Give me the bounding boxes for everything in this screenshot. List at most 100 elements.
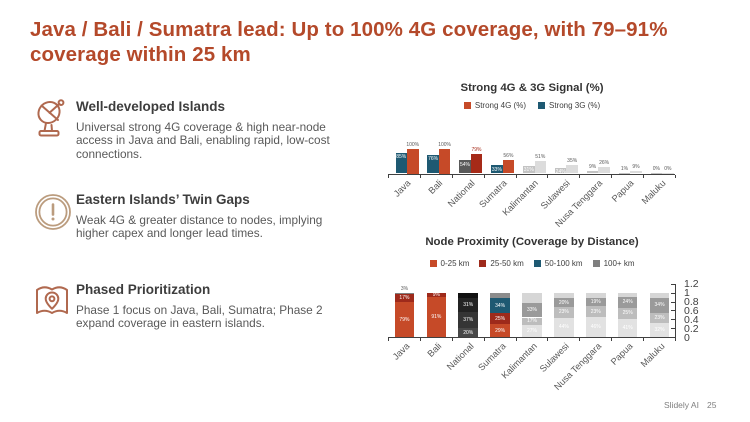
bar-value-label: 23%	[654, 314, 665, 321]
stack-segment-0-25-km	[586, 316, 606, 337]
bar-value-label: 3%	[400, 285, 409, 292]
stack-segment-100+-km	[649, 292, 670, 298]
bar-value-label: 85%	[396, 154, 407, 161]
legend-label: 25-50 km	[490, 259, 524, 268]
category-label: Sumatra	[475, 341, 508, 373]
stack-segment-50-100-km	[649, 297, 670, 313]
category-label: Sumatra	[476, 177, 509, 210]
stack-segment-0-25-km	[522, 325, 542, 337]
x-tick	[388, 174, 389, 178]
bar-sulawesi	[554, 167, 567, 174]
bar-value-label: 35%	[567, 157, 578, 164]
x-tick	[675, 174, 676, 178]
bar-value-label: 9%	[432, 291, 440, 298]
bar-value-label: 9%	[632, 164, 640, 171]
bar-value-label: 0%	[652, 165, 660, 172]
stack-segment-0-25-km	[490, 324, 510, 337]
bar-value-label: 23%	[558, 309, 569, 316]
legend-label: 0-25 km	[440, 259, 470, 268]
stack-segment-100+-km	[586, 292, 606, 298]
bar-value-label: 91%	[431, 313, 442, 320]
stack-segment-0-25-km	[426, 296, 447, 337]
legend-swatch	[479, 260, 487, 267]
legend-item: 0-25 km	[429, 259, 470, 268]
stack-segment-25-50-km	[617, 307, 638, 319]
insight-heading: Eastern Islands’ Twin Gaps	[76, 192, 250, 207]
bar-value-label: 9%	[588, 164, 597, 171]
insight-heading: Well-developed Islands	[76, 99, 226, 114]
bar-value-label: 79%	[471, 147, 482, 154]
x-tick	[483, 338, 485, 341]
bar-value-label: 23%	[590, 308, 601, 315]
bar-value-label: 76%	[428, 156, 439, 163]
x-tick	[611, 174, 613, 178]
x-tick	[579, 174, 581, 178]
x-tick	[611, 338, 613, 341]
category-label: Papua	[610, 177, 636, 204]
chart2-title: Node Proximity (Coverage by Distance)	[425, 236, 639, 248]
legend-item: Strong 3G (%)	[538, 101, 600, 110]
bar-value-label: 41%	[622, 324, 633, 331]
category-label: National	[444, 341, 476, 372]
legend-label: Strong 4G (%)	[474, 101, 526, 110]
y-tick	[671, 328, 675, 330]
bar-value-label: 37%	[463, 316, 474, 323]
stack-segment-0-25-km	[554, 317, 574, 337]
legend-item: 25-50 km	[479, 259, 524, 268]
y-tick	[671, 310, 675, 312]
x-axis	[388, 337, 675, 338]
bar-kalimantan	[534, 161, 547, 174]
legend-item: Strong 4G (%)	[463, 101, 526, 110]
map-pin-icon	[33, 282, 71, 322]
alert-circle-icon	[33, 192, 71, 232]
x-tick	[451, 174, 453, 178]
bar-sumatra	[502, 159, 515, 174]
stack-segment-0-25-km	[458, 328, 478, 337]
bar-national	[470, 154, 483, 174]
bar-value-label: 44%	[558, 324, 569, 331]
legend-swatch	[429, 260, 437, 267]
bar-national	[459, 160, 471, 174]
x-tick	[675, 338, 676, 341]
stack-segment-50-100-km	[490, 298, 510, 314]
stack-segment-50-100-km	[586, 298, 606, 307]
bar-value-label: 17%	[399, 295, 410, 302]
bar-value-label: 33%	[526, 307, 537, 314]
x-tick	[643, 174, 645, 178]
x-tick	[547, 174, 549, 178]
category-label: Java	[391, 177, 413, 199]
stack-segment-0-25-km	[649, 322, 670, 337]
bar-java	[395, 152, 407, 174]
bar-value-label: 24%	[555, 169, 566, 176]
bar-bali	[438, 149, 451, 174]
chart1-plot: Java Bali National Sumatra Kalimantan Sulawes…	[388, 130, 676, 230]
y-tick-label: 0.8	[684, 296, 699, 309]
bar-value-label: 33%	[491, 166, 502, 173]
x-tick	[483, 174, 485, 178]
bar-value-label: 19%	[590, 299, 601, 306]
category-label: Papua	[609, 341, 635, 367]
legend-swatch	[538, 102, 545, 109]
legend-item: 50-100 km	[533, 259, 583, 268]
satellite-dish-icon	[33, 99, 71, 139]
bar-sumatra	[491, 165, 503, 174]
category-label: National	[445, 177, 477, 209]
y-tick	[671, 301, 675, 303]
stack-segment-50-100-km	[617, 297, 638, 308]
bar-value-label: 79%	[399, 316, 410, 323]
chart1-legend: Strong 4G (%) Strong 3G (%)	[388, 101, 676, 110]
stack-segment-25-50-km	[522, 317, 542, 326]
footer-brand: Slidely AI	[664, 400, 699, 410]
bar-value-label: 46%	[590, 323, 601, 330]
y-tick	[671, 337, 675, 338]
x-tick	[419, 174, 421, 178]
x-tick	[643, 338, 645, 341]
bar-value-label: 20%	[558, 299, 569, 306]
stack-segment-50-100-km	[394, 293, 415, 295]
bar-value-label: 31%	[523, 167, 534, 174]
x-tick	[388, 338, 389, 341]
category-label: Maluku	[638, 341, 667, 370]
footer-page-number: 25	[707, 400, 717, 410]
x-tick	[579, 338, 581, 341]
